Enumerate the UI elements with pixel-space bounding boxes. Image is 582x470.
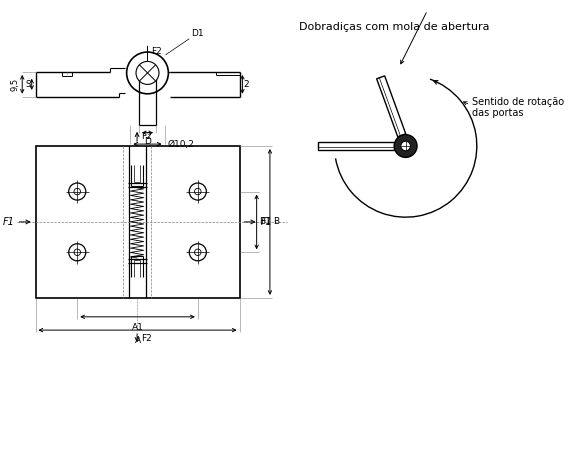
Text: F1: F1 [260, 217, 272, 227]
Text: B: B [273, 218, 279, 227]
Text: A1: A1 [132, 322, 144, 331]
Circle shape [394, 134, 417, 157]
Text: Dobradiças com mola de abertura: Dobradiças com mola de abertura [299, 23, 490, 32]
Circle shape [194, 188, 201, 195]
Text: Ø10,2: Ø10,2 [168, 140, 194, 149]
Circle shape [74, 249, 80, 256]
Circle shape [194, 249, 201, 256]
Bar [36, 146, 240, 298]
Text: F1: F1 [3, 217, 15, 227]
Circle shape [401, 141, 410, 151]
Text: F2: F2 [151, 47, 162, 55]
Circle shape [69, 244, 86, 261]
Text: B1: B1 [260, 218, 271, 227]
Circle shape [189, 183, 207, 200]
Text: D1: D1 [191, 29, 204, 38]
Text: D: D [144, 137, 151, 147]
Text: Sentido de rotação: Sentido de rotação [472, 97, 564, 107]
Circle shape [127, 52, 168, 94]
Circle shape [189, 244, 207, 261]
Text: F2: F2 [141, 132, 151, 141]
Text: S: S [26, 80, 31, 89]
Circle shape [136, 62, 159, 85]
Polygon shape [377, 76, 406, 137]
Circle shape [69, 183, 86, 200]
Text: A: A [134, 336, 141, 345]
Text: 2: 2 [243, 80, 249, 89]
Bar [318, 142, 394, 150]
Text: das portas: das portas [472, 109, 524, 118]
Circle shape [74, 188, 80, 195]
Text: 9,5: 9,5 [10, 78, 19, 91]
Text: F2: F2 [141, 334, 151, 343]
